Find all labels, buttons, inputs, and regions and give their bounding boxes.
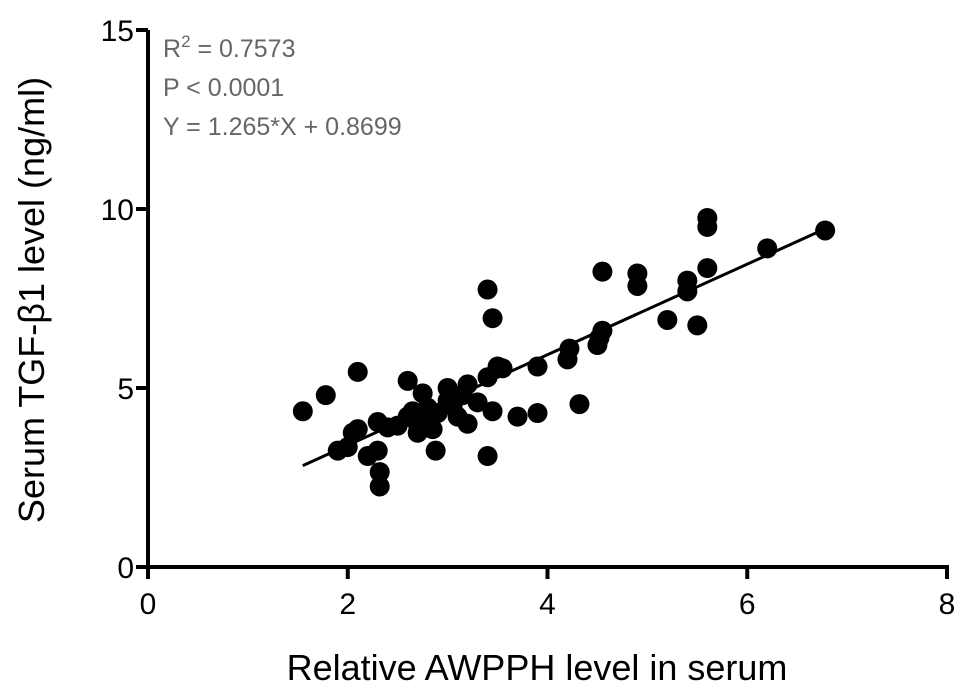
r-squared-value: = 0.7573 <box>191 35 296 63</box>
data-point <box>592 261 613 282</box>
x-tick-label: 4 <box>539 588 556 621</box>
data-point <box>292 401 313 422</box>
data-point <box>315 385 336 406</box>
data-point <box>687 315 708 336</box>
data-point <box>697 258 718 279</box>
r-squared-superscript: 2 <box>181 32 190 51</box>
data-point <box>627 263 648 284</box>
data-point <box>657 309 678 330</box>
data-point <box>437 378 458 398</box>
data-point <box>527 403 548 424</box>
y-tick-label: 5 <box>117 373 134 406</box>
data-point <box>425 440 446 461</box>
y-axis-title: Serum TGF-β1 level (ng/ml) <box>11 77 52 523</box>
data-point <box>347 361 368 382</box>
x-tick-label: 2 <box>339 588 356 621</box>
r-squared-prefix: R <box>163 35 181 63</box>
data-point <box>477 279 498 300</box>
data-point <box>757 238 778 259</box>
x-tick-label: 6 <box>739 588 756 621</box>
r-squared-label: R2 = 0.7573 <box>163 32 296 63</box>
x-axis-ticks: 0 2 4 6 8 <box>140 567 956 621</box>
data-point <box>815 220 836 241</box>
data-point <box>492 358 513 379</box>
x-tick-label: 0 <box>140 588 157 621</box>
y-tick-label: 10 <box>101 194 134 227</box>
data-point <box>482 401 503 422</box>
data-point <box>677 270 698 291</box>
y-axis-ticks: 0 5 10 15 <box>101 15 148 585</box>
regression-equation-label: Y = 1.265*X + 0.8699 <box>163 113 402 141</box>
data-point <box>592 320 613 341</box>
data-point <box>569 394 590 415</box>
data-points <box>292 207 836 497</box>
data-point <box>482 308 503 329</box>
data-point <box>477 446 498 467</box>
data-point <box>457 374 478 395</box>
p-value-label: P < 0.0001 <box>163 74 284 102</box>
x-axis-title: Relative AWPPH level in serum <box>287 647 788 688</box>
y-tick-label: 15 <box>101 15 134 48</box>
data-point <box>397 370 418 391</box>
y-tick-label: 0 <box>117 552 134 585</box>
data-point <box>369 462 390 483</box>
data-point <box>457 413 478 434</box>
x-tick-label: 8 <box>939 588 956 621</box>
data-point <box>507 406 528 427</box>
data-point <box>422 419 443 440</box>
data-point <box>347 419 368 440</box>
data-point <box>367 440 388 461</box>
data-point <box>467 392 488 413</box>
data-point <box>527 356 548 377</box>
data-point <box>697 207 718 228</box>
data-point <box>369 476 390 497</box>
data-point <box>559 338 580 359</box>
